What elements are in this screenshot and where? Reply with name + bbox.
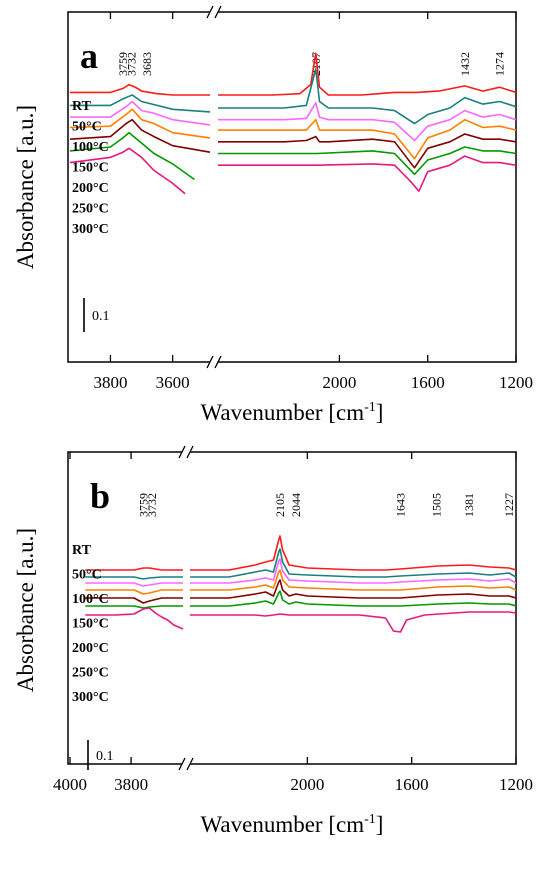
scale-bar-label: 0.1 xyxy=(96,749,114,764)
axis-break-gap xyxy=(182,761,190,767)
series-label: 250°C xyxy=(72,202,109,217)
series-line-left xyxy=(85,582,183,587)
series-label: 150°C xyxy=(72,161,109,176)
plot-frame xyxy=(67,11,517,363)
peak-label: 1381 xyxy=(462,493,476,517)
series-line-right xyxy=(190,569,516,591)
series-line-left xyxy=(85,605,183,609)
axis-break-gap xyxy=(210,9,218,15)
axis-break-mark xyxy=(186,445,194,459)
x-axis-title: Wavenumber [cm-1] xyxy=(201,400,384,425)
series-line-right xyxy=(190,535,516,571)
series-line-left xyxy=(70,100,211,126)
series-group xyxy=(85,535,516,633)
series-line-left xyxy=(69,118,211,153)
series-line-right xyxy=(190,611,516,633)
peak-label: 3759 xyxy=(116,52,130,76)
axis-break-mark xyxy=(214,5,222,19)
axis-break-mark xyxy=(206,355,214,369)
axis-break-mark xyxy=(206,5,214,19)
series-line-right xyxy=(218,118,516,160)
series-line-right xyxy=(218,146,516,176)
series-label: 200°C xyxy=(72,181,109,196)
series-label: RT xyxy=(72,543,92,558)
x-tick-label: 3600 xyxy=(156,373,190,392)
series-line-right xyxy=(190,579,516,599)
series-label: 100°C xyxy=(72,140,109,155)
series-line-left xyxy=(85,567,183,571)
series-line-right xyxy=(190,548,516,578)
peak-label: 2105 xyxy=(273,493,287,517)
series-label: 300°C xyxy=(72,222,109,237)
axis-break-gap xyxy=(210,359,218,365)
peak-label: 1274 xyxy=(493,52,507,76)
series-line-left xyxy=(85,576,183,580)
x-tick-label: 4000 xyxy=(53,775,87,794)
panel-letter: a xyxy=(80,36,98,76)
x-tick-label: 2000 xyxy=(290,775,324,794)
series-label: 250°C xyxy=(72,666,109,681)
series-line-left xyxy=(69,147,186,195)
panel-b: 4000 3800 2000 1600 1200 Wavenumber [cm-1] Abs… xyxy=(13,445,533,837)
series-label: 50°C xyxy=(72,120,102,135)
series-label: 100°C xyxy=(72,592,109,607)
x-tick-label: 1600 xyxy=(411,373,445,392)
series-line-right xyxy=(218,133,516,169)
panel-a: 3800 3600 2000 1600 1200 Wavenumber [cm-1] Abs… xyxy=(13,5,533,425)
peak-label: 3683 xyxy=(140,52,154,76)
series-line-right xyxy=(218,155,516,192)
x-tick-label: 2000 xyxy=(322,373,356,392)
x-tick-label: 3800 xyxy=(93,373,127,392)
series-line-left xyxy=(85,607,184,630)
series-line-left xyxy=(70,94,211,113)
series-line-left xyxy=(69,131,195,181)
peak-label: 1505 xyxy=(429,493,443,517)
series-line-left xyxy=(70,83,210,96)
axis-break-gap xyxy=(182,449,190,455)
series-line-left xyxy=(69,108,211,139)
peak-label: 3732 xyxy=(145,493,159,517)
series-line-right xyxy=(190,558,516,584)
x-tick-label: 1600 xyxy=(395,775,429,794)
peak-label: 2044 xyxy=(289,493,303,517)
series-line-left xyxy=(85,589,183,595)
x-tick-label: 3800 xyxy=(114,775,148,794)
y-axis-title: Absorbance [a.u.] xyxy=(13,105,38,269)
panel-letter: b xyxy=(90,476,110,516)
peak-label: 3759 xyxy=(137,493,151,517)
peak-label: 3732 xyxy=(125,52,139,76)
series-label: 200°C xyxy=(72,641,109,656)
axis-break-mark xyxy=(214,355,222,369)
series-label: 300°C xyxy=(72,690,109,705)
series-label: RT xyxy=(72,99,92,114)
scale-bar-label: 0.1 xyxy=(92,309,110,324)
series-line-right xyxy=(218,102,516,142)
series-group xyxy=(69,52,516,195)
peak-label: 1432 xyxy=(458,52,472,76)
series-label: 150°C xyxy=(72,617,109,632)
peak-label: 1643 xyxy=(393,493,407,517)
x-tick-label: 1200 xyxy=(499,775,533,794)
series-line-right xyxy=(190,590,516,607)
y-axis-title: Absorbance [a.u.] xyxy=(13,528,38,692)
x-tick-label: 1200 xyxy=(499,373,533,392)
series-line-right xyxy=(218,68,516,125)
series-line-left xyxy=(85,597,183,604)
x-axis-title: Wavenumber [cm-1] xyxy=(201,812,384,837)
axis-break-mark xyxy=(178,445,186,459)
series-label: 50°C xyxy=(72,568,102,583)
axis-break-mark xyxy=(186,757,194,771)
axis-break-mark xyxy=(178,757,186,771)
plot-frame xyxy=(67,451,517,765)
series-line-right xyxy=(218,52,516,96)
peak-label: 1227 xyxy=(502,493,516,517)
